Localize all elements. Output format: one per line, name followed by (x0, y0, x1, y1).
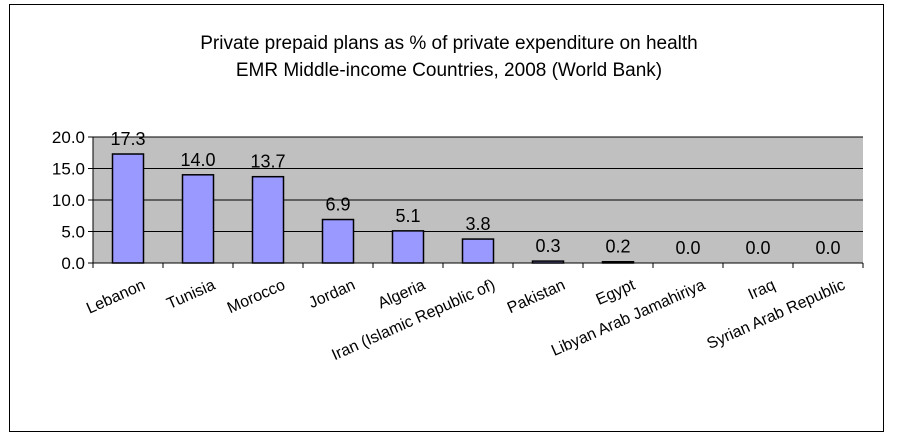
x-tick-label: Iraq (746, 277, 778, 304)
x-tick-label: Syrian Arab Republic (704, 277, 847, 353)
data-label: 3.8 (465, 214, 490, 234)
y-tick-label: 5.0 (61, 223, 85, 242)
data-label: 17.3 (110, 129, 145, 149)
bar-egypt (601, 260, 635, 264)
x-tick-label: Jordan (306, 277, 358, 312)
x-tick-label: Pakistan (505, 277, 568, 317)
x-tick-label: Morocco (225, 277, 288, 318)
x-tick-label: Egypt (594, 276, 639, 308)
bar-tunisia (181, 174, 215, 264)
bar-jordan (321, 218, 355, 264)
data-label: 0.0 (815, 238, 840, 258)
chart-title-block: Private prepaid plans as % of private ex… (0, 30, 898, 84)
bar-iran-islamic-republic-of- (461, 238, 495, 264)
bar-lebanon (111, 153, 145, 264)
bar-pakistan (531, 260, 565, 264)
data-label: 6.9 (325, 195, 350, 215)
y-tick-label: 0.0 (61, 254, 85, 273)
chart-subtitle: EMR Middle-income Countries, 2008 (World… (235, 60, 663, 81)
data-label: 0.2 (605, 237, 630, 257)
data-label: 5.1 (395, 206, 420, 226)
data-label: 13.7 (250, 152, 285, 172)
y-tick-label: 15.0 (52, 160, 85, 179)
x-tick-label: Lebanon (84, 277, 148, 318)
x-tick-label: Algeria (375, 277, 428, 313)
chart-title: Private prepaid plans as % of private ex… (200, 33, 698, 54)
y-tick-label: 10.0 (52, 191, 85, 210)
bar-algeria (391, 230, 425, 264)
y-tick-label: 20.0 (52, 128, 85, 147)
data-label: 0.0 (745, 238, 770, 258)
x-tick-label: Tunisia (164, 277, 218, 313)
data-label: 0.0 (675, 238, 700, 258)
bar-morocco (251, 175, 285, 264)
data-label: 14.0 (180, 150, 215, 170)
data-label: 0.3 (535, 236, 560, 256)
